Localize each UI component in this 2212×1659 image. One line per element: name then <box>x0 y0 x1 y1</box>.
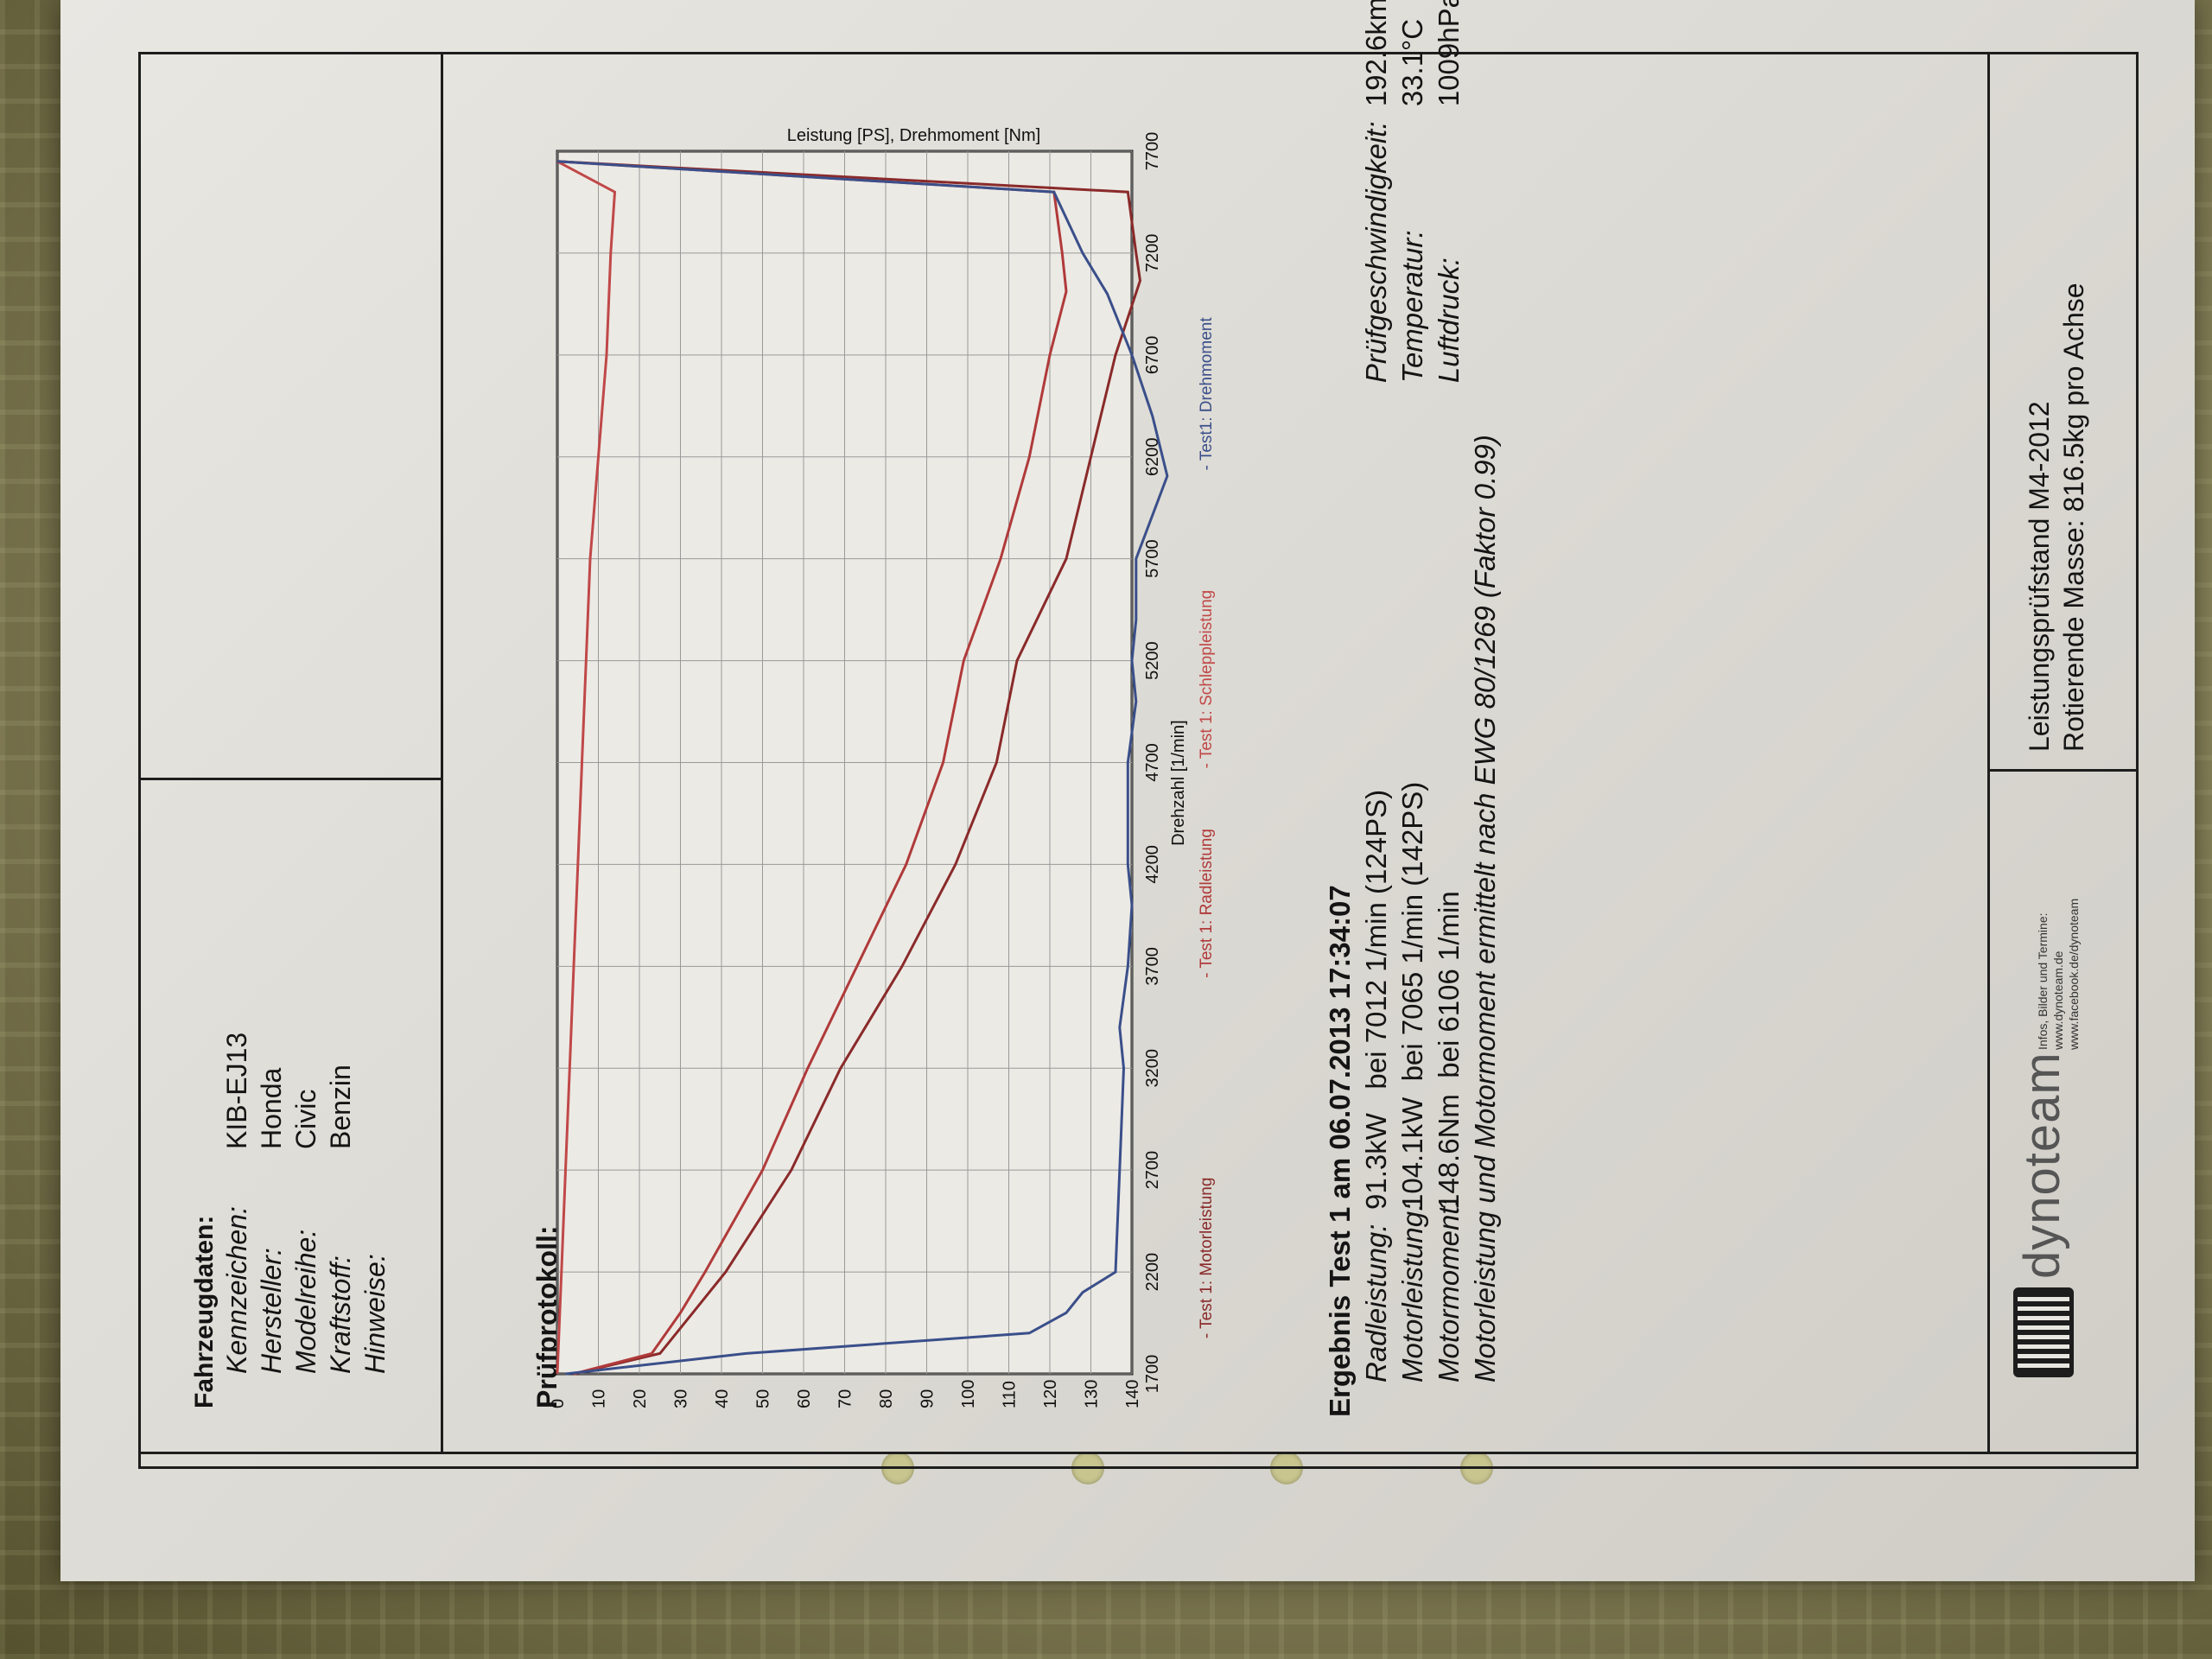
result-row: Motormoment: 148.6Nm bei 6106 1/min <box>1431 435 1467 1382</box>
results-footnote: Motorleistung und Motormoment ermittelt … <box>1469 435 1501 1382</box>
vehicle-field-value: Civic <box>290 1089 321 1149</box>
result-value: 91.3kW bei 7012 1/min (124PS) <box>1360 789 1392 1210</box>
vehicle-field-row: Hersteller: Honda <box>254 1033 289 1374</box>
x-tick-label: 2700 <box>1143 1151 1162 1190</box>
y-tick-label: 90 <box>918 1389 938 1408</box>
legend-entry: - Test 1: Radleistung <box>1198 829 1216 978</box>
condition-label: Prüfgeschwindigkeit: <box>1360 121 1392 384</box>
series-line <box>556 160 1142 1376</box>
vehicle-field-label: Kraftstoff: <box>325 1255 356 1374</box>
x-axis-label: Drehzahl [1/min] <box>1169 720 1188 846</box>
report-frame <box>138 52 2139 1469</box>
x-tick-label: 6700 <box>1143 336 1162 375</box>
y-axis-label: Leistung [PS], Drehmoment [Nm] <box>787 126 1040 145</box>
stand-name: Leistungsprüfstand M4-2012 <box>2024 401 2055 752</box>
condition-label: Luftdruck: <box>1433 257 1465 384</box>
series-line <box>556 160 1169 1376</box>
vehicle-field-value: KIB-EJ13 <box>221 1032 252 1149</box>
footer-stand-info: Leistungsprüfstand M4-2012 Rotierende Ma… <box>2022 283 2091 752</box>
result-row: Radleistung: 91.3kW bei 7012 1/min (124PS… <box>1358 435 1395 1382</box>
x-tick-label: 4700 <box>1143 743 1162 782</box>
vehicle-field-label: Hersteller: <box>256 1248 287 1374</box>
header-divider <box>441 52 443 1452</box>
x-tick-label: 5200 <box>1143 641 1162 680</box>
vehicle-data: Fahrzeugdaten: Kennzeichen: KIB-EJ13 Hers… <box>190 1033 392 1408</box>
series-line <box>556 160 1068 1376</box>
footer-info-line: Infos, Bilder und Termine: <box>2036 912 2050 1051</box>
result-label: Motormoment: <box>1433 1198 1465 1382</box>
footer-info-line: www.facebook.de/dynoteam <box>2067 898 2081 1050</box>
y-tick-label: 60 <box>795 1389 814 1408</box>
x-tick-label: 1700 <box>1143 1355 1162 1394</box>
footer-split <box>1987 769 2139 772</box>
results-values: Radleistung: 91.3kW bei 7012 1/min (124PS… <box>1358 435 1503 1382</box>
vehicle-field-label: Hinweise: <box>359 1254 391 1374</box>
vehicle-field-label: Modelreihe: <box>290 1229 321 1374</box>
y-tick-label: 120 <box>1041 1380 1060 1408</box>
condition-row: Temperatur: 33.1°C <box>1395 0 1431 383</box>
y-tick-label: 130 <box>1083 1380 1102 1408</box>
footer-info-line: www.dynoteam.de <box>2051 950 2065 1050</box>
results-block: Ergebnis Test 1 am 06.07.2013 17:34:07 R… <box>1322 0 1503 1417</box>
brand-name: dynoteam <box>2014 1052 2070 1279</box>
x-tick-label: 6200 <box>1143 438 1162 477</box>
result-label: Motorleistung: <box>1396 1203 1428 1382</box>
vehicle-field-value: Benzin <box>325 1065 356 1149</box>
result-value: 148.6Nm bei 6106 1/min <box>1433 891 1465 1210</box>
y-tick-label: 30 <box>672 1389 691 1408</box>
x-tick-label: 4200 <box>1143 845 1162 884</box>
y-tick-label: 10 <box>590 1389 609 1408</box>
condition-row: Luftdruck: 1009hPa <box>1431 0 1467 383</box>
vehicle-field-row: Kennzeichen: KIB-EJ13 <box>219 1033 254 1374</box>
y-tick-label: 80 <box>877 1389 896 1408</box>
result-label: Radleistung: <box>1360 1224 1392 1382</box>
vehicle-fields: Kennzeichen: KIB-EJ13 Hersteller: Honda Mo… <box>219 1033 392 1374</box>
vehicle-heading: Fahrzeugdaten: <box>190 1215 219 1408</box>
condition-value: 192.6km/h <box>1360 0 1392 107</box>
y-tick-label: 0 <box>549 1399 568 1408</box>
legend-entry: - Test 1: Schleppleistung <box>1198 590 1216 769</box>
condition-row: Prüfgeschwindigkeit: 192.6km/h <box>1358 0 1395 383</box>
vehicle-field-row: Kraftstoff: Benzin <box>323 1033 358 1374</box>
condition-label: Temperatur: <box>1396 230 1428 384</box>
vehicle-field-value: Honda <box>256 1067 287 1149</box>
result-value: 104.1kW bei 7065 1/min (142PS) <box>1396 781 1428 1210</box>
condition-value: 33.1°C <box>1396 18 1428 107</box>
results-heading: Ergebnis Test 1 am 06.07.2013 17:34:07 <box>1324 885 1356 1417</box>
legend-entry: - Test 1: Motorleistung <box>1198 1178 1216 1339</box>
header-split <box>138 778 442 780</box>
x-tick-label: 7200 <box>1143 234 1162 273</box>
legend-entry: - Test1: Drehmoment <box>1198 317 1216 471</box>
y-tick-label: 110 <box>1001 1381 1020 1408</box>
results-columns: Radleistung: 91.3kW bei 7012 1/min (124PS… <box>1358 0 1503 1417</box>
footer-divider <box>1987 52 1990 1452</box>
x-tick-label: 2200 <box>1143 1253 1162 1292</box>
vehicle-field-row: Hinweise: <box>358 1033 392 1374</box>
frame-bottom-line <box>138 1452 2139 1454</box>
x-tick-label: 5700 <box>1143 539 1162 578</box>
vehicle-field-label: Kennzeichen: <box>221 1206 252 1374</box>
results-conditions: Prüfgeschwindigkeit: 192.6km/h Temperatur… <box>1358 0 1503 383</box>
x-tick-label: 3700 <box>1143 947 1162 986</box>
y-tick-label: 40 <box>713 1389 732 1408</box>
series-line <box>556 160 617 1375</box>
footer-info: Infos, Bilder und Termine: www.dynoteam.… <box>2035 899 2082 1050</box>
y-tick-label: 70 <box>836 1389 855 1408</box>
y-tick-label: 20 <box>631 1389 650 1408</box>
rotating-mass: Rotierende Masse: 816.5kg pro Achse <box>2058 283 2089 752</box>
y-tick-label: 140 <box>1123 1380 1142 1408</box>
vehicle-field-row: Modelreihe: Civic <box>289 1033 323 1374</box>
y-tick-label: 100 <box>959 1380 978 1408</box>
result-row: Motorleistung: 104.1kW bei 7065 1/min (14… <box>1395 435 1431 1382</box>
condition-value: 1009hPa <box>1433 0 1465 107</box>
x-tick-label: 3200 <box>1143 1049 1162 1088</box>
dynoteam-logo-icon <box>2013 1287 2074 1377</box>
x-tick-label: 7700 <box>1143 132 1162 171</box>
y-tick-label: 50 <box>754 1389 773 1408</box>
